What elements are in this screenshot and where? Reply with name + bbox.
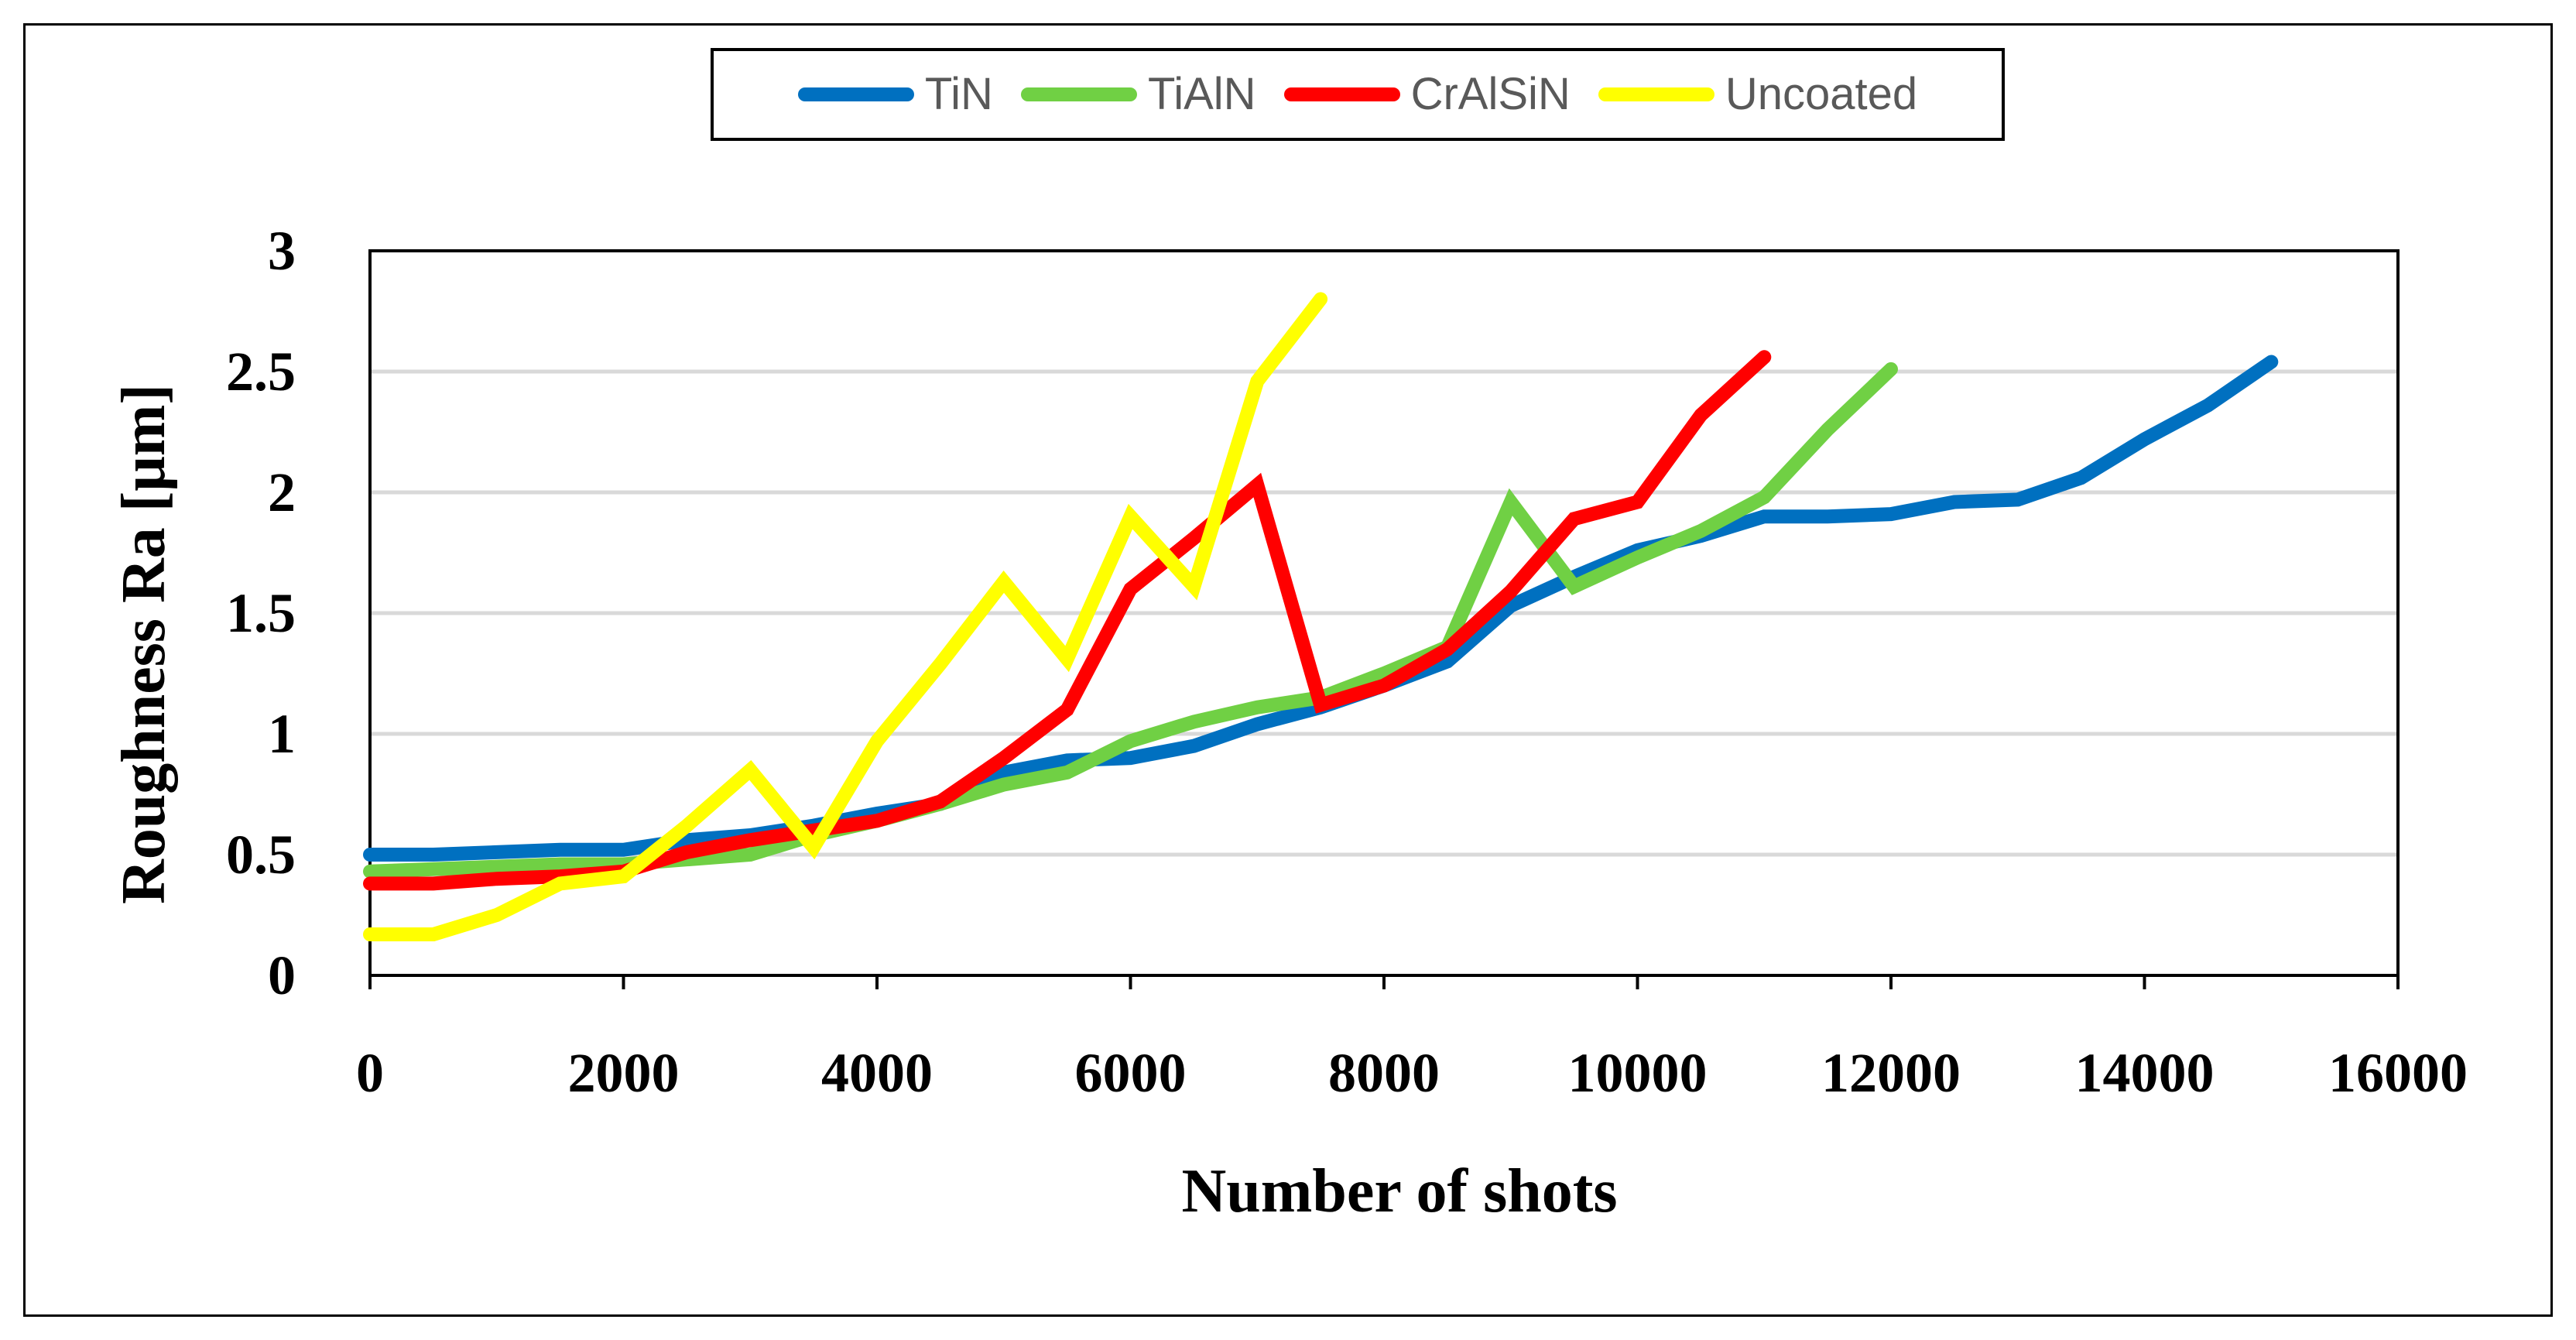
y-tick-label: 2.5 xyxy=(226,341,296,403)
grid-lines xyxy=(370,369,2398,857)
legend-swatch-tin xyxy=(797,87,914,101)
series-line-tin xyxy=(363,355,2279,862)
y-tick-label: 2 xyxy=(268,461,296,523)
legend-swatch-cralsin xyxy=(1283,87,1400,101)
x-tick-label: 12000 xyxy=(1821,1042,1961,1104)
legend-entry-cralsin: CrAlSiN xyxy=(1283,69,1571,119)
legend-label-cralsin: CrAlSiN xyxy=(1410,69,1571,119)
y-tick-label: 3 xyxy=(268,220,296,282)
legend: TiN TiAlN CrAlSiN Uncoated xyxy=(711,48,2005,141)
y-tick-label: 1.5 xyxy=(226,582,296,644)
series-line-tialn xyxy=(363,362,1898,879)
x-tick-label: 6000 xyxy=(1075,1042,1187,1104)
y-tick-label: 1 xyxy=(268,703,296,765)
legend-label-tin: TiN xyxy=(924,69,993,119)
series-line-cralsin xyxy=(363,350,1772,891)
x-tick-label: 0 xyxy=(356,1042,384,1104)
x-tick-label: 8000 xyxy=(1328,1042,1440,1104)
x-tick-label: 10000 xyxy=(1568,1042,1708,1104)
legend-entry-uncoated: Uncoated xyxy=(1598,72,1917,117)
legend-label-uncoated: Uncoated xyxy=(1725,69,1918,119)
y-tick-label: 0.5 xyxy=(226,824,296,886)
y-axis-title: Roughness Ra [μm] xyxy=(110,384,178,904)
x-tick-label: 14000 xyxy=(2075,1042,2215,1104)
legend-label-tialn: TiAlN xyxy=(1147,69,1256,119)
chart-frame xyxy=(23,23,2553,1317)
legend-swatch-tialn xyxy=(1020,87,1137,101)
y-tick-label: 0 xyxy=(268,944,296,1006)
x-tick-label: 2000 xyxy=(568,1042,680,1104)
x-tick-label: 16000 xyxy=(2328,1042,2468,1104)
legend-swatch-uncoated xyxy=(1598,87,1714,101)
axis-ticks: 0 0.5 1 1.5 2 2.5 3 0 2000 4000 6000 8000 10000 12000… xyxy=(226,220,2468,1104)
x-tick-label: 4000 xyxy=(821,1042,933,1104)
x-axis-title: Number of shots xyxy=(1181,1157,1617,1225)
series-lines xyxy=(363,292,2279,941)
legend-entry-tin: TiN xyxy=(797,69,993,119)
legend-entry-tialn: TiAlN xyxy=(1020,69,1256,119)
series-line-uncoated xyxy=(363,292,1328,941)
